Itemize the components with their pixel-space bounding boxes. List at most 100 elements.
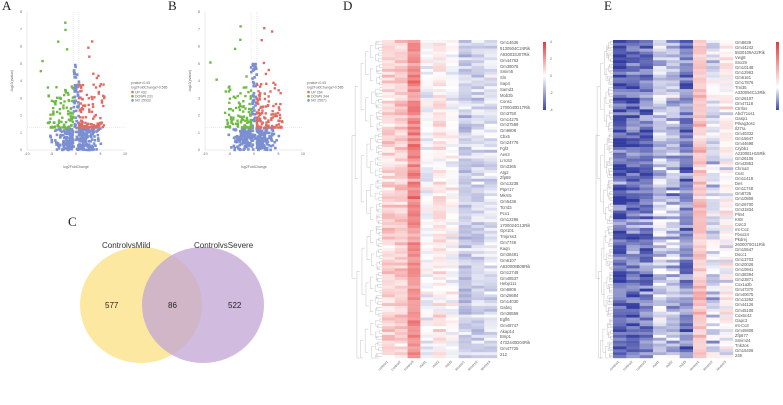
heatmap-cell: [445, 132, 459, 136]
heatmap-cell: [693, 271, 707, 275]
data-point-no: [234, 128, 237, 132]
heatmap-cell: [706, 146, 720, 151]
heatmap-cell: [666, 268, 680, 272]
heatmap-cell: [639, 303, 654, 307]
heatmap-cell: [639, 245, 654, 249]
data-point-down: [63, 123, 66, 127]
heatmap-cell: [653, 152, 667, 156]
heatmap-cell: [394, 63, 408, 67]
heatmap-cell: [407, 245, 421, 249]
heatmap-cell: [458, 152, 472, 156]
heatmap-cell: [407, 146, 421, 151]
heatmap-cell: [433, 340, 447, 344]
row-label: Abcf71os1: [735, 110, 755, 116]
heatmap-cell: [420, 115, 434, 119]
heatmap-cell: [445, 187, 459, 191]
heatmap-cell: [626, 149, 640, 153]
data-point-up: [281, 120, 284, 124]
heatmap-cell: [679, 346, 694, 350]
heatmap-cell: [433, 103, 447, 107]
heatmap-cell: [420, 112, 434, 116]
legend-item-label: DOWN 344: [311, 95, 329, 99]
heatmap-cell: [666, 71, 680, 75]
heatmap-cell: [626, 172, 640, 177]
heatmap-cell: [613, 222, 627, 226]
heatmap-cell: [626, 323, 640, 327]
data-point-no: [265, 147, 269, 150]
heatmap-cell: [719, 230, 734, 234]
heatmap-cell: [445, 216, 459, 220]
data-point-no: [86, 145, 90, 148]
heatmap-cell: [706, 245, 720, 249]
heatmap-cell: [382, 190, 395, 194]
heatmap-cell: [679, 279, 694, 284]
heatmap-cell: [666, 97, 680, 101]
heatmap-cell: [626, 242, 640, 246]
heatmap-cell: [420, 326, 434, 330]
heatmap-cell: [471, 167, 485, 171]
heatmap-cell: [394, 193, 408, 197]
row-label: Pkdrej: [735, 236, 747, 242]
heatmap-cell: [639, 227, 654, 231]
heatmap-cell: [679, 77, 694, 81]
heatmap-cell: [394, 297, 408, 301]
data-point-down: [53, 126, 56, 129]
heatmap-cell: [613, 259, 627, 263]
data-point-up: [97, 90, 101, 94]
legend-item-label: NO 25932: [135, 99, 151, 103]
data-point-no: [246, 131, 250, 134]
data-point-no: [74, 138, 78, 142]
heatmap-cell: [445, 213, 459, 217]
heatmap-cell: [420, 89, 434, 93]
heatmap-cell: [420, 187, 434, 191]
heatmap-cell: [433, 210, 447, 214]
row-label: A330094C13Rik: [735, 90, 766, 96]
row-label: A930033J07Rik: [500, 51, 530, 57]
heatmap-cell: [719, 259, 734, 263]
data-point-no: [269, 144, 273, 148]
heatmap-cell: [433, 291, 447, 295]
data-point-down: [238, 108, 242, 112]
venn-circle-severe: [142, 247, 264, 363]
heatmap-cell: [382, 282, 395, 286]
heatmap-cell: [666, 201, 680, 205]
data-point-no: [92, 148, 95, 151]
heatmap-cell: [458, 245, 472, 249]
heatmap-cell: [420, 239, 434, 243]
heatmap-cell: [458, 259, 472, 263]
heatmap-cell: [484, 227, 498, 231]
data-point-down: [228, 107, 231, 111]
heatmap-cell: [706, 126, 720, 130]
heatmap-cell: [420, 132, 434, 136]
heatmap-cell: [639, 277, 654, 281]
heatmap-cell: [639, 242, 654, 246]
heatmap-cell: [613, 300, 627, 304]
data-point-up: [99, 83, 103, 86]
heatmap-cell: [420, 227, 434, 231]
heatmap-cell: [445, 45, 459, 49]
data-point-no: [82, 145, 86, 148]
heatmap-cell: [626, 94, 640, 99]
data-point-up: [88, 110, 91, 113]
heatmap-cell: [719, 109, 734, 113]
heatmap-cell: [613, 172, 627, 177]
heatmap-cell: [693, 225, 707, 229]
colorbar-tick-label: -2: [549, 91, 552, 95]
heatmap-cell: [458, 277, 472, 281]
heatmap-cell: [433, 68, 447, 72]
heatmap-cell: [458, 268, 472, 272]
heatmap-cell: [653, 204, 667, 208]
heatmap-cell: [458, 343, 472, 347]
heatmap-cell: [382, 74, 395, 78]
heatmap-cell: [420, 83, 434, 87]
heatmap-cell: [433, 83, 447, 87]
heatmap-cell: [471, 48, 485, 52]
heatmap-cell: [484, 242, 498, 246]
heatmap-cell: [719, 135, 734, 139]
heatmap-cell: [626, 329, 640, 333]
heatmap-cell: [613, 103, 627, 107]
heatmap-cell: [420, 352, 434, 356]
data-point-down: [239, 92, 242, 95]
heatmap-cell: [613, 155, 627, 159]
row-label: Gasp1: [735, 115, 748, 121]
